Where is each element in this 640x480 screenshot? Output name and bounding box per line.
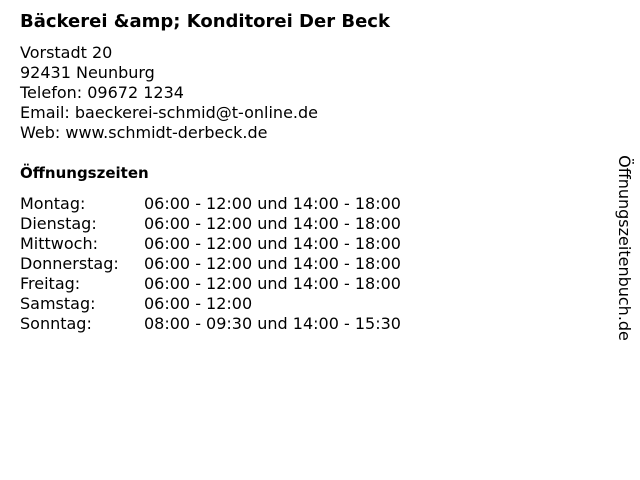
phone: Telefon: 09672 1234	[20, 83, 184, 102]
time: 08:00 - 09:30 und 14:00 - 15:30	[144, 314, 401, 333]
street: Vorstadt 20	[20, 43, 113, 62]
day: Mittwoch:	[20, 234, 98, 253]
day: Samstag:	[20, 294, 96, 313]
day: Dienstag:	[20, 214, 97, 233]
day: Donnerstag:	[20, 254, 119, 273]
business-name: Bäckerei &amp; Konditorei Der Beck	[20, 11, 390, 32]
day: Montag:	[20, 194, 86, 213]
day: Freitag:	[20, 274, 81, 293]
watermark: Öffnungszeitenbuch.de	[615, 155, 634, 341]
address-block: Vorstadt 20 92431 Neunburg Telefon: 0967…	[20, 43, 318, 143]
email: Email: baeckerei-schmid@t-online.de	[20, 103, 318, 122]
hours-heading: Öffnungszeiten	[20, 164, 149, 182]
city: 92431 Neunburg	[20, 63, 155, 82]
time: 06:00 - 12:00 und 14:00 - 18:00	[144, 214, 401, 233]
time: 06:00 - 12:00 und 14:00 - 18:00	[144, 254, 401, 273]
website: Web: www.schmidt-derbeck.de	[20, 123, 268, 142]
time: 06:00 - 12:00 und 14:00 - 18:00	[144, 194, 401, 213]
time: 06:00 - 12:00 und 14:00 - 18:00	[144, 274, 401, 293]
day: Sonntag:	[20, 314, 92, 333]
time: 06:00 - 12:00 und 14:00 - 18:00	[144, 234, 401, 253]
time: 06:00 - 12:00	[144, 294, 253, 313]
